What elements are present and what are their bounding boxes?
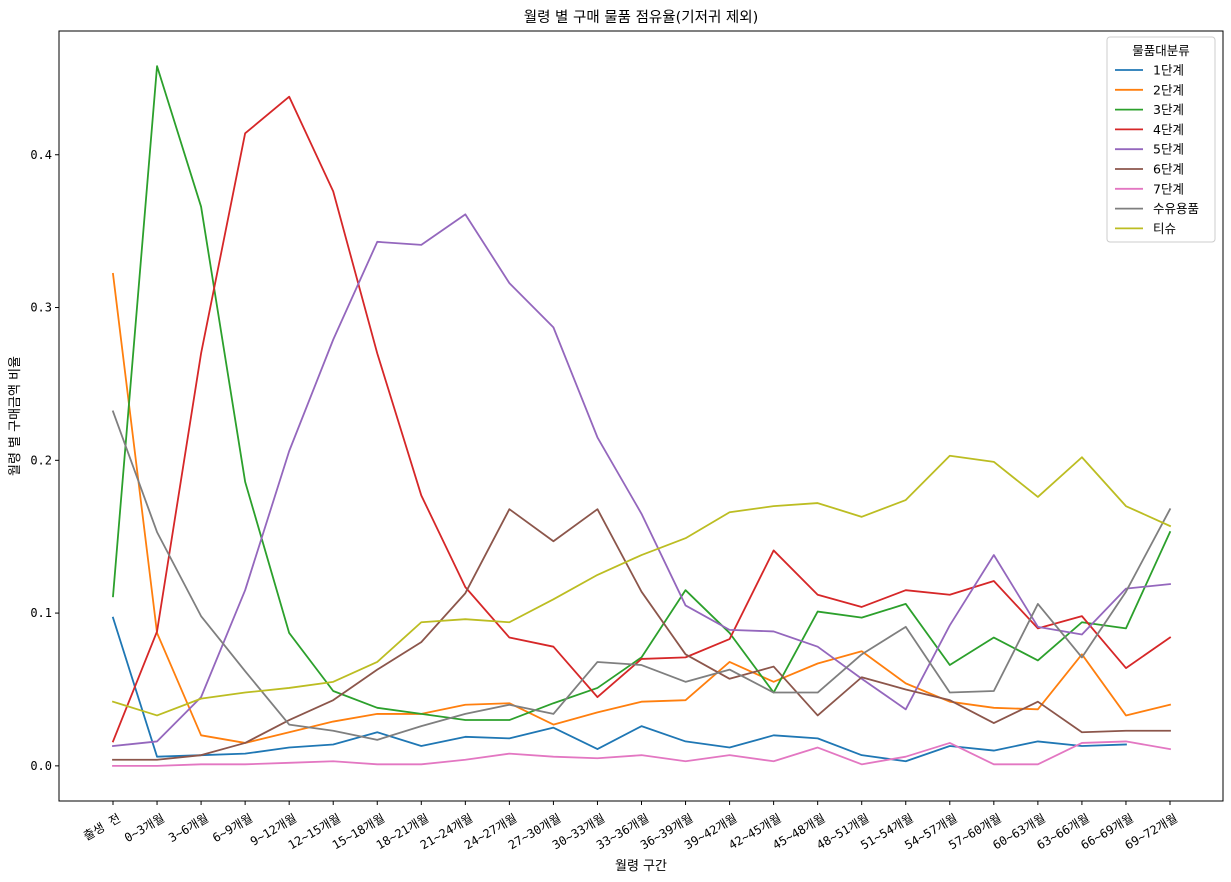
y-tick-label: 0.3 (30, 301, 52, 315)
series-line-8 (111, 410, 1172, 741)
legend-label: 3단계 (1153, 102, 1184, 117)
series-line-6 (112, 508, 1171, 761)
x-axis-title: 월령 구간 (615, 859, 667, 874)
legend-label: 수유용품 (1153, 201, 1199, 216)
series-line-4 (111, 95, 1172, 743)
y-axis-title: 월령 별 구매금액 비율 (8, 356, 23, 476)
y-tick-label: 0.4 (30, 148, 52, 162)
y-axis-ticks: 0.0 0.1 0.2 0.3 0.4 (30, 148, 59, 773)
series-line-2 (111, 272, 1172, 744)
y-tick-label: 0.1 (30, 606, 52, 620)
legend-label: 2단계 (1153, 82, 1184, 97)
plot-background (59, 31, 1223, 801)
series-line-7 (112, 740, 1172, 767)
legend-label: 티슈 (1153, 221, 1176, 236)
legend-label: 1단계 (1153, 63, 1184, 78)
legend-label: 6단계 (1153, 162, 1184, 177)
series-line-3 (112, 65, 1172, 721)
series-lines (111, 65, 1172, 767)
legend-title: 물품대분류 (1132, 43, 1190, 58)
legend-label: 4단계 (1153, 122, 1184, 137)
legend-label: 5단계 (1153, 142, 1184, 157)
plot-area: 출생 전 0~3개월 3~6개월 6~9개월9~12개월12~15개월15~18개월1… (30, 30, 1224, 852)
y-tick-label: 0.2 (30, 453, 52, 467)
series-line-9 (111, 454, 1172, 717)
y-tick-label: 0.0 (30, 759, 52, 773)
series-line-5 (112, 213, 1171, 747)
legend-frame (1106, 36, 1216, 243)
chart-title: 월령 별 구매 물품 점유율(기저귀 제외) (524, 9, 758, 26)
legend-label: 7단계 (1153, 181, 1184, 196)
